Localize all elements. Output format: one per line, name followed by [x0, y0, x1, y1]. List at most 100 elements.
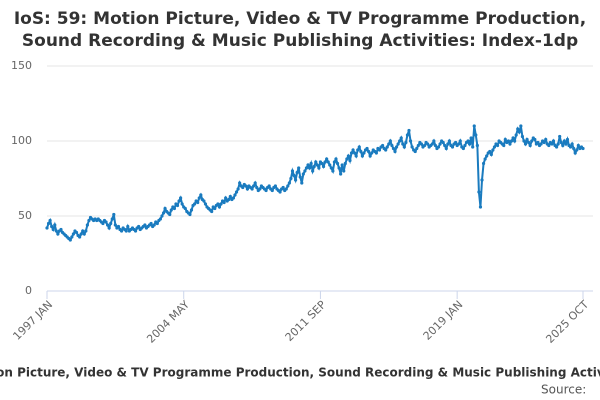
point: [278, 190, 282, 194]
point: [564, 142, 568, 146]
point: [581, 146, 585, 151]
point: [511, 136, 515, 140]
point: [527, 140, 531, 145]
point: [474, 133, 478, 137]
x-tick-label: 2019 JAN: [421, 298, 466, 343]
point: [59, 227, 63, 232]
x-tick-label: 2004 MAY: [144, 298, 192, 346]
point: [348, 158, 352, 163]
y-tick-label: 150: [11, 59, 32, 72]
point: [314, 160, 318, 164]
point: [503, 137, 507, 142]
point: [509, 139, 514, 143]
point: [485, 154, 489, 158]
point: [133, 229, 138, 233]
point: [467, 142, 472, 146]
point: [562, 139, 566, 143]
point: [517, 130, 521, 134]
point: [495, 143, 500, 148]
point: [469, 136, 473, 140]
point: [104, 220, 108, 224]
point: [112, 212, 116, 217]
point: [163, 206, 167, 211]
point: [119, 229, 124, 233]
point: [297, 166, 301, 170]
point: [284, 187, 288, 191]
point: [528, 143, 532, 148]
point: [533, 137, 537, 142]
point: [74, 230, 79, 235]
point: [116, 224, 121, 229]
point: [349, 151, 354, 155]
point: [438, 142, 442, 146]
point: [554, 145, 559, 149]
point: [337, 166, 341, 170]
point: [293, 178, 298, 182]
point: [405, 133, 410, 137]
point: [354, 154, 358, 158]
point: [217, 205, 222, 209]
point: [572, 146, 576, 151]
point: [325, 157, 329, 161]
point: [542, 140, 546, 145]
point: [408, 139, 413, 143]
point: [402, 145, 406, 149]
point: [461, 146, 465, 151]
point: [267, 184, 271, 188]
point: [172, 206, 176, 211]
point: [179, 196, 183, 200]
point: [565, 137, 570, 142]
point: [407, 128, 411, 133]
point: [126, 224, 130, 229]
point: [287, 181, 291, 185]
point: [551, 139, 556, 143]
point: [78, 235, 82, 239]
point: [368, 154, 372, 158]
point: [570, 142, 574, 146]
point: [234, 190, 239, 194]
point: [387, 142, 391, 146]
point: [454, 140, 458, 145]
point: [56, 232, 60, 236]
x-tick-label: 2011 SEP: [283, 298, 329, 344]
point: [374, 151, 378, 155]
point: [441, 140, 445, 145]
point: [575, 148, 579, 152]
point: [84, 229, 88, 233]
source: Source:: [541, 383, 586, 397]
point: [137, 224, 141, 229]
point: [536, 140, 540, 145]
point: [326, 160, 330, 164]
point: [559, 140, 563, 145]
point: [320, 161, 324, 166]
point: [252, 184, 256, 188]
chart-title: IoS: 59: Motion Picture, Video & TV Prog…: [14, 9, 586, 29]
point: [433, 143, 438, 148]
point: [502, 143, 506, 148]
point: [432, 139, 436, 143]
point: [458, 139, 462, 143]
point: [169, 208, 173, 212]
point: [110, 217, 114, 221]
point: [488, 149, 492, 154]
point: [51, 227, 55, 232]
point: [391, 146, 396, 151]
y-tick-label: 100: [11, 134, 32, 147]
point: [50, 224, 54, 229]
point: [307, 166, 312, 170]
point: [323, 160, 327, 164]
point: [149, 221, 153, 226]
point: [365, 146, 369, 151]
point: [547, 143, 551, 148]
point: [300, 181, 304, 185]
point: [152, 223, 156, 227]
point: [508, 142, 512, 146]
point: [258, 187, 262, 191]
point: [396, 142, 400, 146]
point: [85, 223, 89, 227]
point: [161, 211, 166, 215]
point: [70, 235, 74, 239]
point: [491, 148, 495, 152]
